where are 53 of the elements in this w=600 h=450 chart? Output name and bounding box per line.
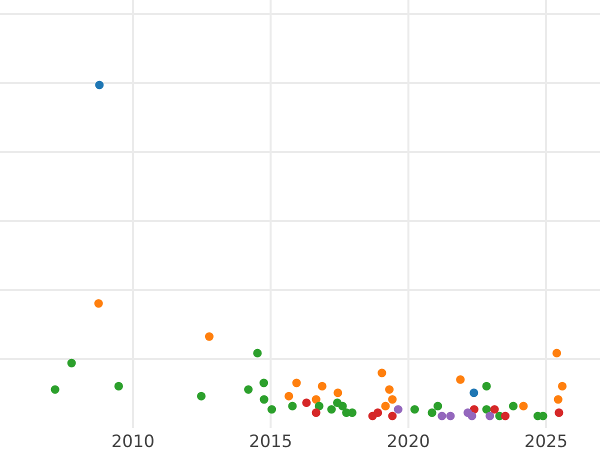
point [244, 385, 253, 394]
point [434, 402, 442, 410]
point [334, 388, 342, 398]
point [302, 398, 311, 408]
x-tick-label: 2010 [111, 432, 155, 450]
point [552, 348, 562, 358]
point [446, 412, 455, 420]
point [468, 412, 476, 420]
point [381, 402, 390, 410]
point [318, 382, 326, 391]
point [50, 385, 60, 394]
point [500, 412, 510, 420]
point [196, 392, 206, 400]
point [67, 358, 76, 368]
point [519, 402, 528, 410]
point [288, 402, 297, 410]
point [428, 408, 436, 417]
point [554, 395, 562, 404]
point [312, 395, 320, 404]
point [388, 395, 397, 404]
point [95, 80, 104, 90]
point [253, 348, 262, 358]
point [490, 405, 499, 414]
point [94, 299, 103, 308]
point [394, 405, 402, 414]
point [388, 412, 397, 420]
point [378, 368, 386, 378]
point [385, 385, 394, 394]
point [292, 378, 301, 388]
point [410, 405, 419, 414]
point [312, 408, 320, 417]
point [114, 382, 123, 391]
point [456, 375, 465, 384]
point [327, 405, 336, 414]
point [482, 382, 491, 391]
point [338, 402, 347, 410]
point [438, 412, 446, 420]
point [267, 405, 276, 414]
point [482, 405, 491, 414]
point [373, 408, 382, 417]
point [204, 332, 214, 341]
point [554, 408, 564, 417]
point [470, 388, 478, 398]
x-tick-label: 2015 [249, 432, 292, 450]
point [558, 382, 567, 391]
point [314, 402, 324, 410]
point [486, 412, 494, 420]
x-tick-label: 2025 [524, 432, 568, 450]
point [508, 402, 518, 410]
point [260, 395, 268, 404]
point [259, 378, 268, 388]
point [284, 392, 294, 400]
x-tick-label: 2020 [386, 432, 430, 450]
